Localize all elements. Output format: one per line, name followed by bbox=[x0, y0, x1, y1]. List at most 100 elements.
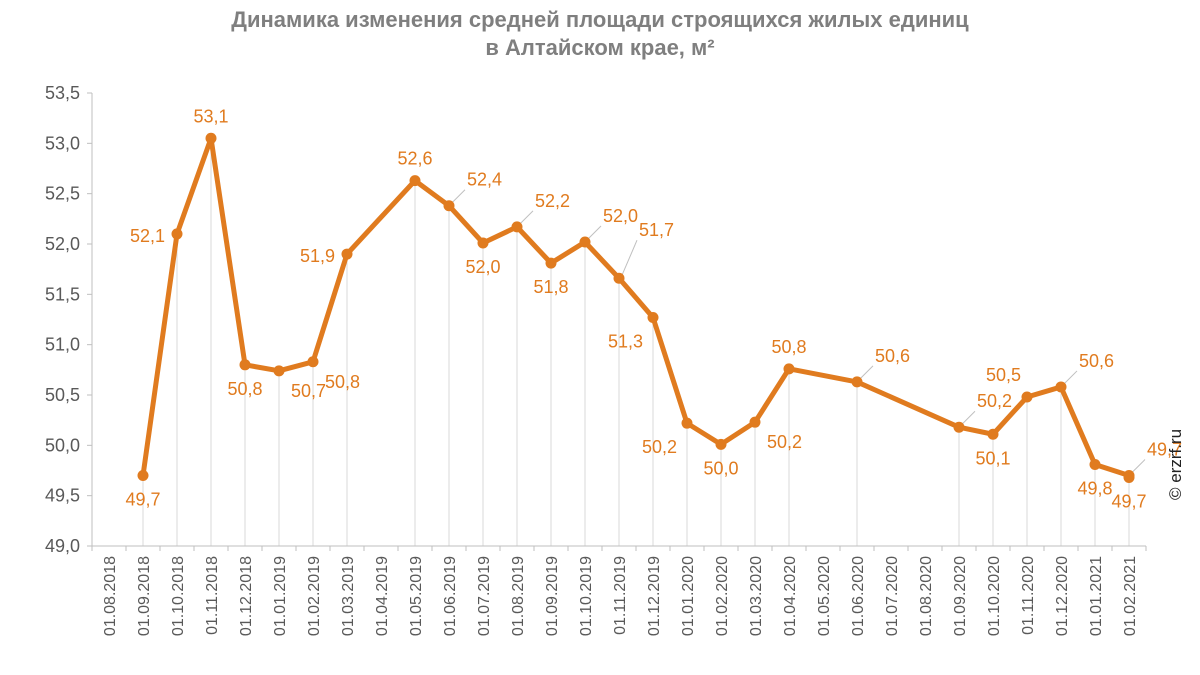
data-label: 50,7 bbox=[291, 381, 326, 401]
data-label: 52,0 bbox=[603, 206, 638, 226]
series-polyline bbox=[140, 135, 1132, 481]
drop-lines bbox=[142, 138, 1130, 546]
data-label: 49,8 bbox=[1077, 478, 1112, 498]
leader-line bbox=[519, 210, 534, 225]
data-point bbox=[443, 200, 455, 212]
x-tick-label: 01.04.2019 bbox=[374, 556, 391, 636]
data-label: 52,1 bbox=[130, 226, 165, 246]
x-axis: 01.08.2018 01.09.2018 01.10.2018 01.11.2018… bbox=[91, 545, 1147, 636]
x-tick-label: 01.11.2020 bbox=[1020, 556, 1037, 635]
x-tick-label: 01.10.2019 bbox=[578, 556, 595, 636]
x-tick-label: 01.12.2019 bbox=[646, 556, 663, 636]
data-point bbox=[579, 236, 591, 248]
x-tick-label: 01.09.2018 bbox=[136, 556, 153, 636]
data-point bbox=[749, 416, 761, 428]
data-point bbox=[205, 132, 217, 144]
y-tick-label: 52,0 bbox=[45, 234, 80, 254]
chart-title-line1: Динамика изменения средней площади строя… bbox=[231, 7, 969, 32]
x-tick-label: 01.03.2020 bbox=[748, 556, 765, 636]
data-point bbox=[307, 356, 319, 368]
leader-line bbox=[1131, 459, 1146, 473]
data-point bbox=[341, 248, 353, 260]
x-tick-label: 01.11.2018 bbox=[204, 556, 221, 635]
y-tick-label: 49,0 bbox=[45, 536, 80, 556]
x-tick-label: 01.02.2021 bbox=[1122, 556, 1139, 636]
y-tick-label: 50,5 bbox=[45, 385, 80, 405]
x-tick-label: 01.11.2019 bbox=[612, 556, 629, 635]
data-label: 49,7 bbox=[1111, 492, 1146, 512]
chart-title-line2: в Алтайском крае, м² bbox=[485, 35, 715, 60]
data-label: 50,8 bbox=[227, 379, 262, 399]
data-point bbox=[239, 359, 251, 371]
data-label: 50,1 bbox=[975, 448, 1010, 468]
leader-line bbox=[587, 225, 602, 240]
x-tick-label: 01.07.2019 bbox=[476, 556, 493, 636]
data-point bbox=[171, 228, 183, 240]
x-tick-label: 01.06.2019 bbox=[442, 556, 459, 636]
x-tick-label: 01.01.2020 bbox=[680, 556, 697, 636]
x-tick-label: 01.09.2020 bbox=[952, 556, 969, 636]
label-leader-lines bbox=[451, 189, 1146, 473]
data-label: 49,7 bbox=[1147, 440, 1182, 460]
x-tick-label: 01.01.2021 bbox=[1088, 556, 1105, 636]
data-label: 51,3 bbox=[608, 331, 643, 351]
x-tick-label: 01.08.2018 bbox=[102, 556, 119, 636]
data-point bbox=[1123, 472, 1135, 484]
data-label: 52,4 bbox=[467, 170, 502, 190]
data-label: 51,7 bbox=[639, 220, 674, 240]
y-tick-label: 53,0 bbox=[45, 133, 80, 153]
data-label: 50,2 bbox=[767, 432, 802, 452]
x-tick-label: 01.04.2020 bbox=[782, 556, 799, 636]
series-line bbox=[140, 135, 1132, 481]
y-tick-label: 51,5 bbox=[45, 284, 80, 304]
leader-line bbox=[451, 189, 466, 204]
x-tick-label: 01.08.2020 bbox=[918, 556, 935, 636]
data-point bbox=[511, 221, 523, 233]
x-tick-label: 01.08.2019 bbox=[510, 556, 527, 636]
data-point bbox=[1021, 391, 1033, 403]
x-tick-label: 01.03.2019 bbox=[340, 556, 357, 636]
y-tick-label: 52,5 bbox=[45, 184, 80, 204]
leader-line bbox=[859, 365, 874, 380]
data-label: 50,2 bbox=[642, 437, 677, 457]
data-point bbox=[681, 417, 693, 429]
data-point bbox=[137, 470, 149, 482]
y-tick-label: 50,0 bbox=[45, 435, 80, 455]
data-label: 51,8 bbox=[533, 277, 568, 297]
data-point bbox=[273, 365, 285, 377]
data-label: 53,1 bbox=[193, 106, 228, 126]
data-point bbox=[953, 421, 965, 433]
data-label: 52,6 bbox=[397, 149, 432, 169]
data-point bbox=[647, 311, 659, 323]
data-label: 50,8 bbox=[325, 372, 360, 392]
data-point bbox=[545, 257, 557, 269]
x-tick-label: 01.02.2019 bbox=[306, 556, 323, 636]
x-tick-label: 01.02.2020 bbox=[714, 556, 731, 636]
data-point bbox=[851, 376, 863, 388]
data-label: 50,6 bbox=[875, 346, 910, 366]
data-label: 52,2 bbox=[535, 191, 570, 211]
data-point bbox=[783, 363, 795, 375]
x-tick-label: 01.05.2019 bbox=[408, 556, 425, 636]
data-point bbox=[1055, 381, 1067, 393]
data-label: 50,6 bbox=[1079, 351, 1114, 371]
data-label: 51,9 bbox=[300, 246, 335, 266]
data-point bbox=[409, 175, 421, 187]
x-tick-label: 01.10.2018 bbox=[170, 556, 187, 636]
x-tick-label: 01.10.2020 bbox=[986, 556, 1003, 636]
data-point bbox=[715, 438, 727, 450]
y-tick-label: 51,0 bbox=[45, 335, 80, 355]
y-axis: 49,0 49,5 50,0 50,5 51,0 51,5 52,0 52,5 53,0 53,5 bbox=[45, 83, 93, 556]
x-tick-label: 01.07.2020 bbox=[884, 556, 901, 636]
data-point bbox=[613, 272, 625, 284]
data-point bbox=[477, 237, 489, 249]
x-tick-label: 01.05.2020 bbox=[816, 556, 833, 636]
x-tick-label: 01.06.2020 bbox=[850, 556, 867, 636]
data-label: 50,2 bbox=[977, 391, 1012, 411]
leader-line bbox=[621, 240, 638, 276]
data-labels: 49,752,153,150,8 50,750,851,952,652,452,0… bbox=[125, 106, 1182, 511]
data-label: 52,0 bbox=[465, 257, 500, 277]
data-label: 50,5 bbox=[986, 365, 1021, 385]
data-point bbox=[1089, 458, 1101, 470]
